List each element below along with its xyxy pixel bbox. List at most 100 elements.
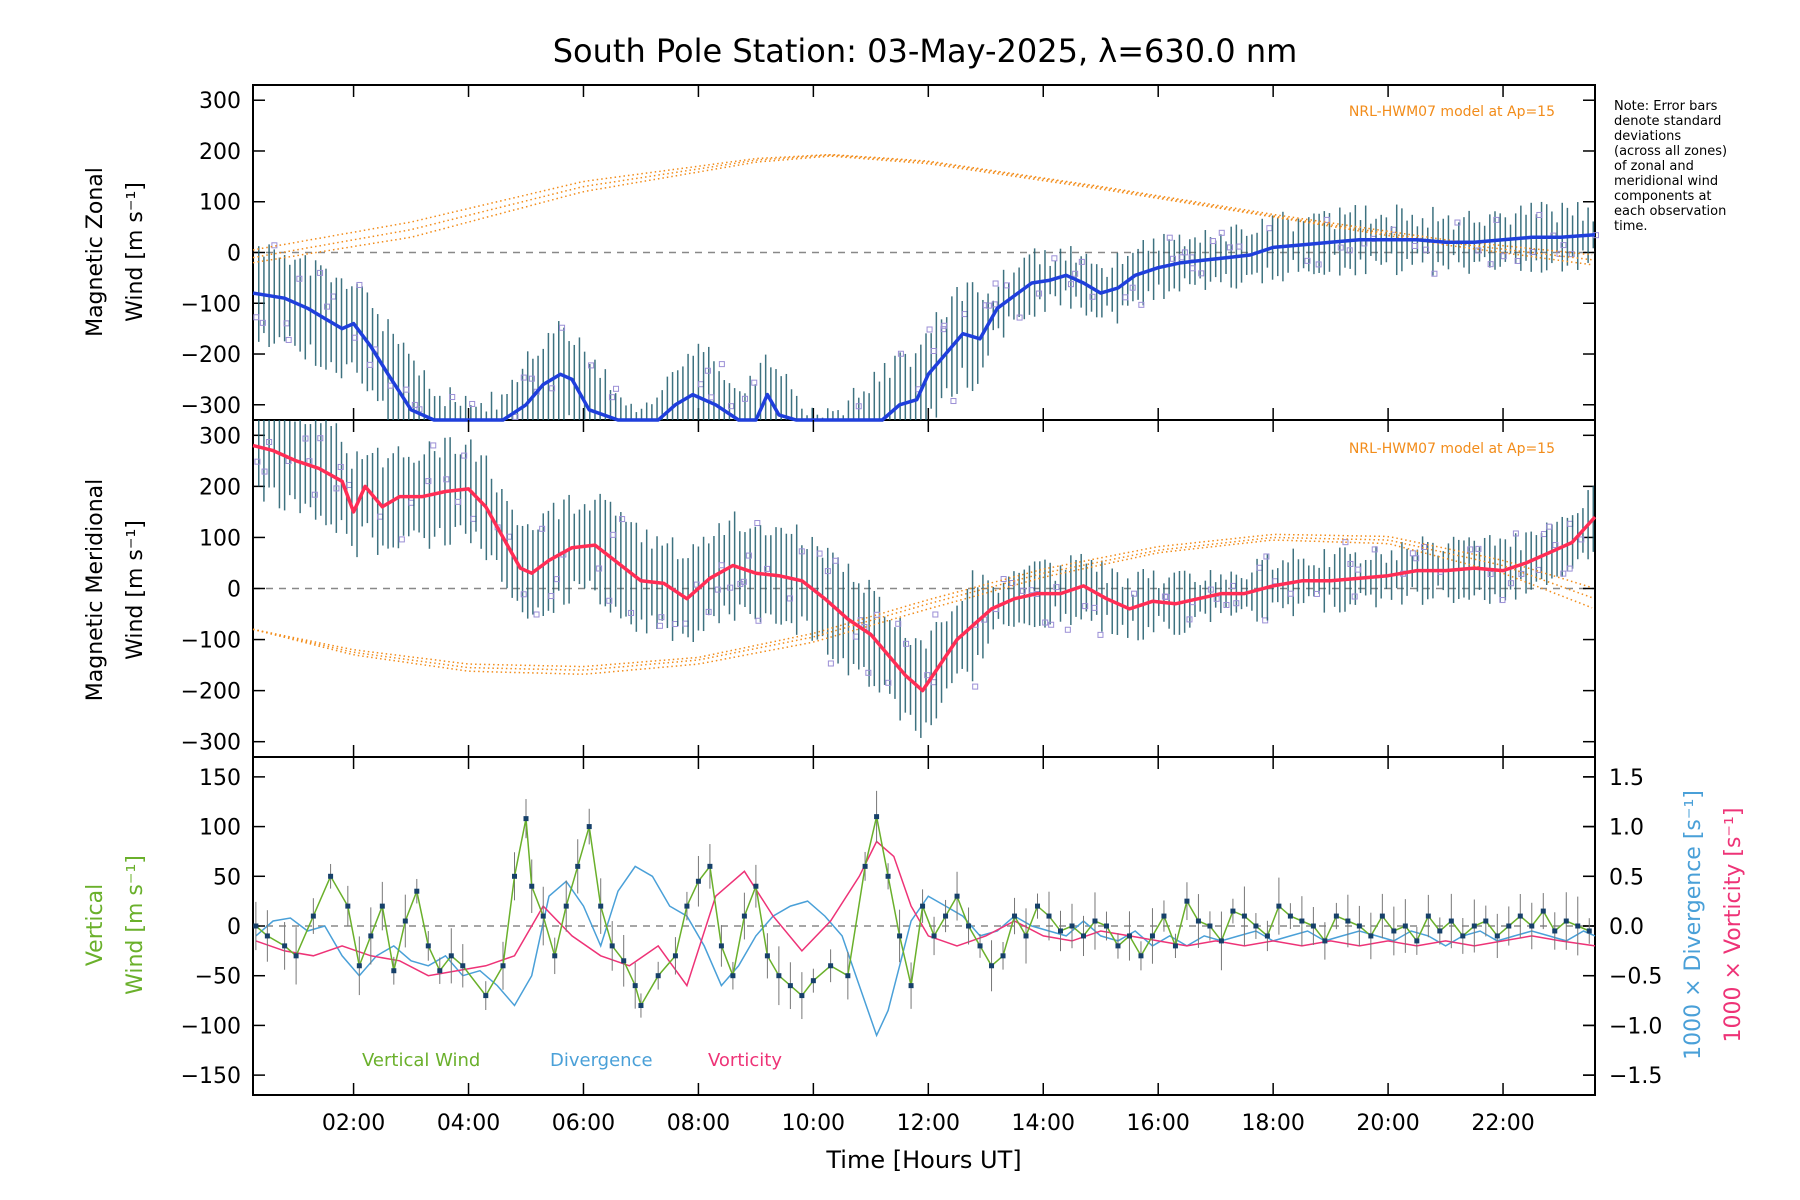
y-tick-label: −100 — [181, 1014, 241, 1039]
vertical-wind-point — [1276, 903, 1282, 909]
vertical-wind-point — [799, 993, 805, 999]
scatter-point — [1568, 251, 1575, 258]
scatter-point — [865, 669, 872, 676]
scatter-point — [727, 584, 734, 591]
scatter-point — [708, 394, 715, 401]
scatter-point — [1529, 248, 1536, 255]
note-text: Note: Error bars denote standard deviati… — [1614, 99, 1727, 234]
scatter-point — [588, 362, 595, 369]
scatter-point — [1226, 244, 1233, 251]
scatter-point — [827, 660, 834, 667]
vertical-wind-point — [1161, 913, 1167, 919]
vertical-wind-point — [920, 903, 926, 909]
vertical-wind-point — [598, 903, 604, 909]
scatter-point — [1351, 593, 1358, 600]
scatter-point — [559, 324, 566, 331]
scatter-point — [271, 242, 278, 249]
scatter-point — [897, 350, 904, 357]
series-line — [252, 232, 1596, 422]
scatter-point — [1546, 523, 1553, 530]
scatter-point — [1475, 247, 1482, 254]
scatter-point — [991, 301, 998, 308]
vertical-wind-point — [1138, 953, 1144, 959]
scatter-point — [520, 591, 527, 598]
note-line: components at — [1614, 189, 1712, 204]
vertical-wind-point — [379, 903, 385, 909]
vertical-wind-point — [523, 816, 529, 822]
scatter-point — [1218, 229, 1225, 236]
scatter-point — [1487, 571, 1494, 578]
vertical-wind-point — [1437, 928, 1443, 934]
scatter-point — [330, 293, 337, 300]
scatter-point — [972, 683, 979, 690]
scatter-point — [461, 452, 468, 459]
x-tick-label: 04:00 — [437, 1111, 500, 1136]
vertical-wind-point — [1080, 933, 1086, 939]
vertical-wind-point — [672, 953, 678, 959]
scatter-point — [1493, 216, 1500, 223]
divergence-line — [255, 865, 1596, 1038]
y-axis-title-line2: Wind [m s⁻¹] — [123, 855, 148, 995]
vertical-wind-point — [1103, 923, 1109, 929]
note-line: of zonal and — [1614, 159, 1694, 174]
model-line — [252, 153, 1593, 256]
scatter-point — [903, 640, 910, 647]
vertical-wind-point — [1552, 928, 1558, 934]
scatter-point — [1467, 546, 1474, 553]
scatter-point — [745, 552, 752, 559]
vertical-wind-point — [310, 913, 316, 919]
y-tick-label: 150 — [199, 766, 241, 791]
vertical-wind-point — [1333, 913, 1339, 919]
y2-tick-label: 0.5 — [1609, 865, 1644, 890]
y-tick-label: 300 — [199, 424, 241, 449]
scatter-point — [1236, 243, 1243, 250]
scatter-point — [443, 476, 450, 483]
vertical-wind-point — [345, 903, 351, 909]
scatter-point — [449, 394, 456, 401]
scatter-point — [317, 435, 324, 442]
vertical-wind-point — [845, 973, 851, 979]
scatter-point — [430, 442, 437, 449]
scatter-point — [554, 576, 561, 583]
scatter-point — [1500, 253, 1507, 260]
scatter-point — [333, 485, 340, 492]
scatter-point — [512, 413, 519, 420]
scatter-point — [520, 374, 527, 381]
vertical-wind-point — [264, 933, 270, 939]
vertical-wind-point — [764, 953, 770, 959]
scatter-point — [549, 385, 556, 392]
vertical-wind-point — [943, 913, 949, 919]
scatter-point — [705, 608, 712, 615]
vertical-wind-point — [776, 973, 782, 979]
scatter-point — [1082, 603, 1089, 610]
vertical-wind-point — [368, 933, 374, 939]
vertical-wind-point — [563, 903, 569, 909]
vertical-wind-point — [414, 888, 420, 894]
note-line: Note: Error bars — [1614, 99, 1718, 114]
vertical-wind-point — [1195, 918, 1201, 924]
scatter-point — [606, 597, 613, 604]
scatter-point — [1507, 580, 1514, 587]
scatter-point — [1042, 619, 1049, 626]
scatter-point — [1315, 261, 1322, 268]
vertical-wind-point — [425, 943, 431, 949]
y-axis-title-line1: Vertical — [83, 884, 108, 966]
scatter-point — [930, 348, 937, 355]
vertical-wind-point — [638, 1003, 644, 1009]
scatter-point — [387, 382, 394, 389]
note-line: denote standard — [1614, 114, 1721, 129]
vertical-wind-point — [1046, 913, 1052, 919]
scatter-point — [619, 516, 626, 523]
scatter-point — [1003, 282, 1010, 289]
scatter-point — [1263, 553, 1270, 560]
y-tick-label: 50 — [213, 865, 241, 890]
x-tick-label: 06:00 — [552, 1111, 615, 1136]
vertical-wind-point — [1023, 933, 1029, 939]
vertical-wind-point — [1356, 923, 1362, 929]
vertical-wind-point — [931, 933, 937, 939]
panel-meridional-marks: −300 −200 −100 0 100 200 300 — [181, 420, 1597, 757]
vertical-wind-point — [908, 983, 914, 989]
scatter-point — [296, 275, 303, 282]
vertical-wind-point — [356, 963, 362, 969]
scatter-point — [366, 361, 373, 368]
